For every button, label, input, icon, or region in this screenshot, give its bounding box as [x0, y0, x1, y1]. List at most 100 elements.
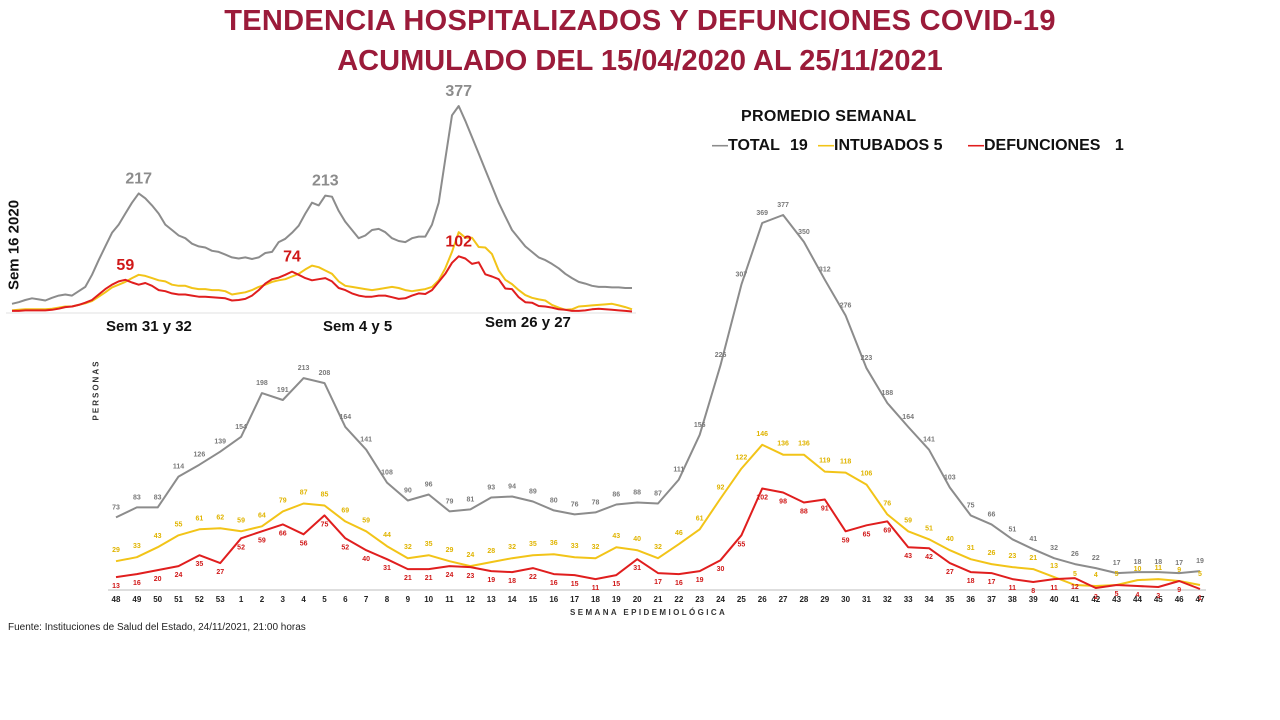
inset-series-line-intubados: [11, 231, 633, 312]
data-label-defunciones: 52: [237, 544, 245, 551]
data-label-intubados: 64: [258, 512, 266, 519]
data-label-total: 87: [654, 490, 662, 497]
x-tick-label: 12: [466, 595, 475, 604]
legend-defunciones: —DEFUNCIONES 1: [968, 137, 1124, 155]
data-label-defunciones: 43: [904, 553, 912, 560]
inset-peak-label-3: Sem 26 y 27: [485, 314, 571, 331]
data-label-total: 83: [154, 494, 162, 501]
data-label-intubados: 122: [736, 455, 748, 462]
data-label-intubados: 85: [321, 491, 329, 498]
data-label-total: 164: [339, 414, 351, 421]
x-tick-label: 53: [216, 595, 225, 604]
x-tick-label: 50: [153, 595, 162, 604]
data-label-total: 79: [446, 498, 454, 505]
data-label-intubados: 118: [840, 459, 851, 466]
data-label-defunciones: 13: [112, 583, 120, 590]
data-label-defunciones: 31: [633, 565, 641, 572]
data-label-intubados: 33: [133, 543, 141, 550]
data-label-intubados: 40: [946, 536, 954, 543]
data-label-defunciones: 17: [988, 579, 996, 586]
data-label-defunciones: 98: [779, 499, 787, 506]
data-label-total: 156: [694, 422, 706, 429]
data-label-total: 89: [529, 488, 537, 495]
x-tick-label: 2: [260, 595, 265, 604]
data-label-total: 94: [508, 483, 516, 490]
x-tick-label: 31: [862, 595, 871, 604]
inset-peak-label-2: Sem 4 y 5: [323, 318, 393, 335]
x-tick-label: 35: [945, 595, 954, 604]
data-label-total: 350: [798, 229, 810, 236]
data-label-total: 17: [1113, 560, 1121, 567]
data-label-defunciones: 52: [341, 544, 349, 551]
data-label-defunciones: 40: [362, 556, 370, 563]
x-tick-label: 4: [301, 595, 306, 604]
x-tick-label: 5: [322, 595, 327, 604]
data-label-defunciones: 91: [821, 505, 829, 512]
data-label-intubados: 23: [1008, 553, 1016, 560]
data-label-total: 226: [715, 352, 727, 359]
x-tick-label: 14: [508, 595, 517, 604]
x-tick-label: 39: [1029, 595, 1038, 604]
data-label-total: 111: [673, 467, 684, 474]
data-label-intubados: 69: [341, 507, 349, 514]
data-label-intubados: 5: [1073, 571, 1077, 578]
data-label-total: 32: [1050, 545, 1058, 552]
x-tick-label: 52: [195, 595, 204, 604]
x-tick-label: 48: [112, 595, 121, 604]
legend-defunciones-label: DEFUNCIONES: [984, 137, 1101, 154]
data-label-intubados: 5: [1115, 571, 1119, 578]
data-label-defunciones: 24: [175, 572, 183, 579]
data-label-intubados: 146: [756, 431, 768, 438]
legend-intubados-label: INTUBADOS: [834, 137, 930, 154]
data-label-intubados: 61: [195, 515, 203, 522]
x-tick-label: 13: [487, 595, 496, 604]
data-label-total: 108: [381, 470, 393, 477]
data-label-intubados: 35: [425, 541, 433, 548]
data-label-defunciones: 11: [1050, 585, 1058, 592]
x-tick-label: 46: [1175, 595, 1184, 604]
data-label-total: 73: [112, 504, 120, 511]
data-label-total: 276: [840, 302, 852, 309]
x-tick-label: 40: [1050, 595, 1059, 604]
data-label-total: 103: [944, 475, 956, 482]
data-label-intubados: 87: [300, 489, 308, 496]
data-label-defunciones: 75: [321, 521, 329, 528]
x-tick-label: 16: [549, 595, 558, 604]
data-label-total: 19: [1196, 558, 1204, 565]
data-label-intubados: 119: [819, 458, 830, 465]
data-label-total: 307: [736, 272, 748, 279]
data-label-intubados: 44: [383, 532, 391, 539]
data-label-total: 26: [1071, 551, 1079, 558]
inset-peak-label-1: Sem 31 y 32: [106, 318, 192, 335]
data-label-defunciones: 11: [592, 585, 600, 592]
data-label-defunciones: 15: [612, 581, 620, 588]
x-tick-label: 7: [364, 595, 369, 604]
x-tick-label: 38: [1008, 595, 1017, 604]
data-label-defunciones: 55: [737, 541, 745, 548]
data-label-intubados: 32: [404, 544, 412, 551]
data-label-total: 18: [1134, 559, 1142, 566]
data-label-defunciones: 27: [946, 569, 954, 576]
x-tick-label: 29: [820, 595, 829, 604]
data-label-intubados: 31: [967, 545, 975, 552]
data-label-intubados: 9: [1177, 567, 1181, 574]
data-label-intubados: 24: [466, 552, 474, 559]
data-label-intubados: 13: [1050, 563, 1058, 570]
data-label-intubados: 62: [216, 514, 224, 521]
data-label-intubados: 36: [550, 540, 558, 547]
data-label-total: 188: [881, 390, 893, 397]
data-label-total: 66: [988, 511, 996, 518]
x-tick-label: 8: [385, 595, 390, 604]
x-tick-label: 30: [841, 595, 850, 604]
legend-total-value: 19: [790, 137, 808, 154]
data-label-intubados: 92: [717, 484, 725, 491]
data-label-defunciones: 59: [258, 537, 266, 544]
data-label-defunciones: 9: [1177, 587, 1181, 594]
data-label-defunciones: 16: [133, 580, 141, 587]
data-label-defunciones: 16: [675, 580, 683, 587]
data-label-defunciones: 2: [1094, 594, 1098, 601]
x-tick-label: 19: [612, 595, 621, 604]
x-tick-label: 37: [987, 595, 996, 604]
data-label-defunciones: 22: [529, 574, 537, 581]
x-tick-label: 9: [406, 595, 411, 604]
